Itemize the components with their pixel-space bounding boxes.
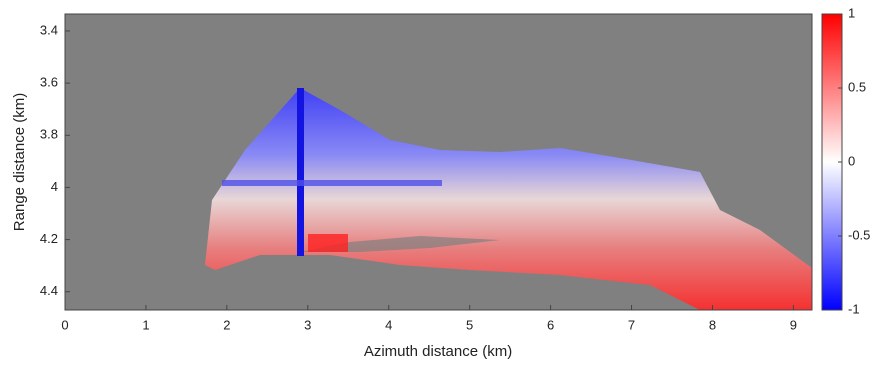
x-tick-label: 5 xyxy=(466,317,473,332)
x-tick-label: 0 xyxy=(61,317,68,332)
x-tick-label: 2 xyxy=(223,317,230,332)
x-tick-label: 6 xyxy=(547,317,554,332)
x-tick-label: 7 xyxy=(628,317,635,332)
x-tick-label: 4 xyxy=(385,317,392,332)
y-tick-label: 3.4 xyxy=(40,22,58,37)
colorbar-tick-label: -1 xyxy=(848,301,860,316)
blue-stripe xyxy=(297,88,304,256)
x-tick-label: 8 xyxy=(709,317,716,332)
y-axis-title: Range distance (km) xyxy=(11,93,28,231)
y-tick-label: 4.2 xyxy=(40,231,58,246)
colorbar-tick-label: -0.5 xyxy=(848,227,870,242)
y-tick-label: 3.8 xyxy=(40,127,58,142)
blue-stripe xyxy=(222,180,442,186)
y-tick-label: 4.4 xyxy=(40,283,58,298)
x-tick-label: 1 xyxy=(142,317,149,332)
gap-region xyxy=(300,236,500,252)
x-tick-label: 3 xyxy=(304,317,311,332)
y-tick-label: 4 xyxy=(51,179,58,194)
x-axis-title: Azimuth distance (km) xyxy=(364,343,512,360)
plot-frame xyxy=(64,13,813,311)
red-patch xyxy=(308,234,348,252)
data-field xyxy=(205,88,812,310)
colorbar-tick-label: 0.5 xyxy=(848,79,866,94)
colorbar-tick-label: 1 xyxy=(848,5,855,20)
y-tick-label: 3.6 xyxy=(40,75,58,90)
x-tick-label: 9 xyxy=(790,317,797,332)
colorbar-tick-label: 0 xyxy=(848,153,855,168)
